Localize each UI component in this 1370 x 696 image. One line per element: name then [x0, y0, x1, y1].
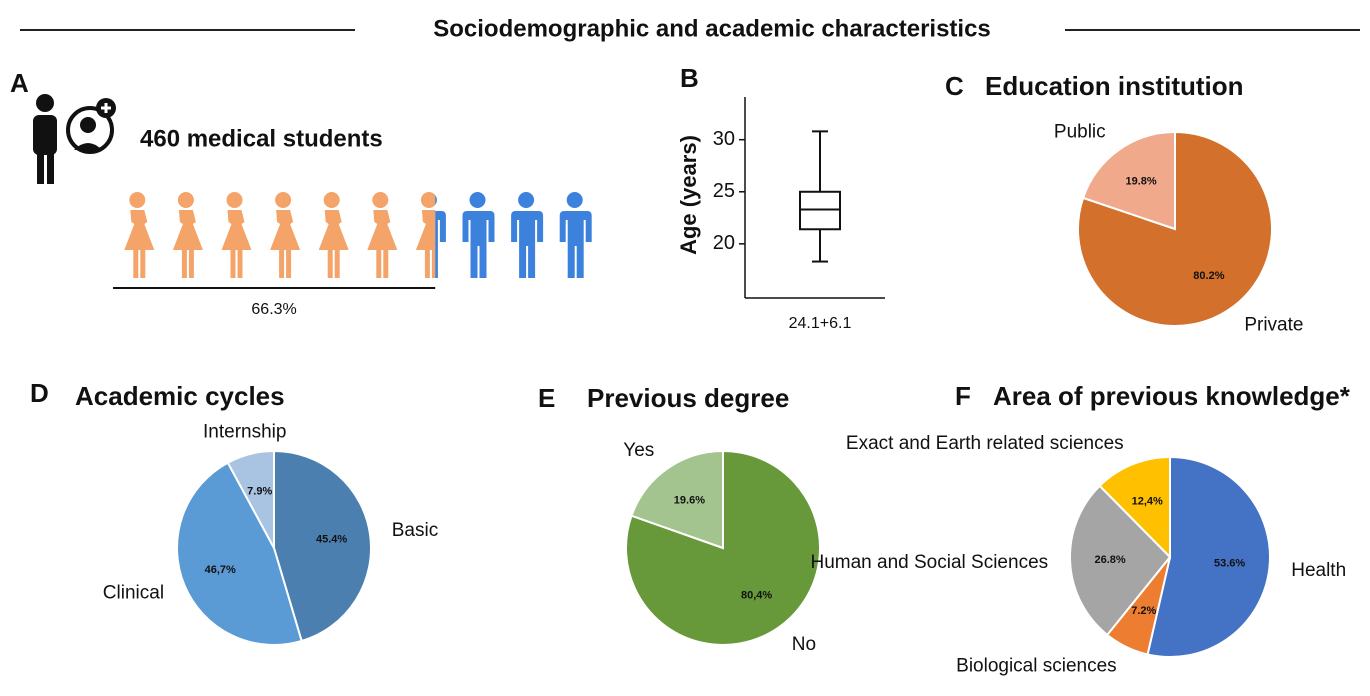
slice-value-label: 12,4% — [1132, 495, 1163, 507]
female-head — [421, 192, 437, 208]
panel-letter: D — [30, 378, 49, 408]
y-tick-label: 25 — [713, 180, 735, 202]
female-body — [173, 210, 203, 278]
panel-letter: C — [945, 71, 964, 101]
female-head — [372, 192, 388, 208]
category-label: No — [792, 634, 816, 655]
category-label: Clinical — [103, 583, 164, 604]
female-body — [367, 210, 397, 278]
slice-value-label: 26.8% — [1094, 554, 1125, 566]
female-head — [129, 192, 145, 208]
slice-value-label: 19.6% — [674, 494, 705, 506]
male-body — [560, 211, 592, 278]
female-head — [324, 192, 340, 208]
slice-value-label: 19.8% — [1125, 176, 1156, 188]
panel-title: Area of previous knowledge* — [993, 381, 1351, 411]
male-body — [511, 211, 543, 278]
slice-value-label: 45.4% — [316, 534, 347, 546]
students-icon — [33, 94, 116, 184]
y-tick-label: 30 — [713, 128, 735, 150]
panel-letter: B — [680, 63, 699, 93]
category-label: Internship — [203, 422, 286, 443]
female-body — [222, 210, 252, 278]
panel-letter: E — [538, 383, 555, 413]
y-axis-label: Age (years) — [676, 135, 701, 255]
female-head — [178, 192, 194, 208]
female-body — [319, 210, 349, 278]
panel-letter: A — [10, 68, 29, 98]
share-label: 66.3% — [251, 301, 296, 318]
box — [800, 192, 840, 229]
figure: Sociodemographic and academic characteri… — [0, 0, 1370, 696]
panel-letter: F — [955, 381, 971, 411]
figure-title: Sociodemographic and academic characteri… — [433, 15, 991, 42]
female-head — [275, 192, 291, 208]
female-body — [124, 210, 154, 278]
male-head — [518, 192, 534, 208]
category-label: Biological sciences — [956, 656, 1117, 677]
panel-title: Previous degree — [587, 383, 789, 413]
category-label: Private — [1244, 315, 1303, 336]
male-head — [470, 192, 486, 208]
annotation: 24.1+6.1 — [789, 315, 852, 332]
female-head — [227, 192, 243, 208]
y-tick-label: 20 — [713, 232, 735, 254]
male-body — [463, 211, 495, 278]
slice-value-label: 7.9% — [247, 485, 272, 497]
panel-title: 460 medical students — [140, 125, 383, 152]
slice-value-label: 80,4% — [741, 589, 772, 601]
slice-value-label: 80.2% — [1193, 270, 1224, 282]
category-label: Yes — [623, 440, 654, 461]
slice-value-label: 7.2% — [1131, 605, 1156, 617]
category-label: Human and Social Sciences — [811, 552, 1049, 573]
slice-value-label: 53.6% — [1214, 558, 1245, 570]
female-body — [270, 210, 300, 278]
panel-title: Academic cycles — [75, 381, 285, 411]
panel-title: Education institution — [985, 71, 1244, 101]
male-head — [567, 192, 583, 208]
category-label: Public — [1054, 121, 1106, 142]
category-label: Basic — [392, 520, 438, 541]
slice-value-label: 46,7% — [205, 564, 236, 576]
category-label: Exact and Earth related sciences — [846, 433, 1124, 454]
category-label: Health — [1291, 560, 1346, 581]
